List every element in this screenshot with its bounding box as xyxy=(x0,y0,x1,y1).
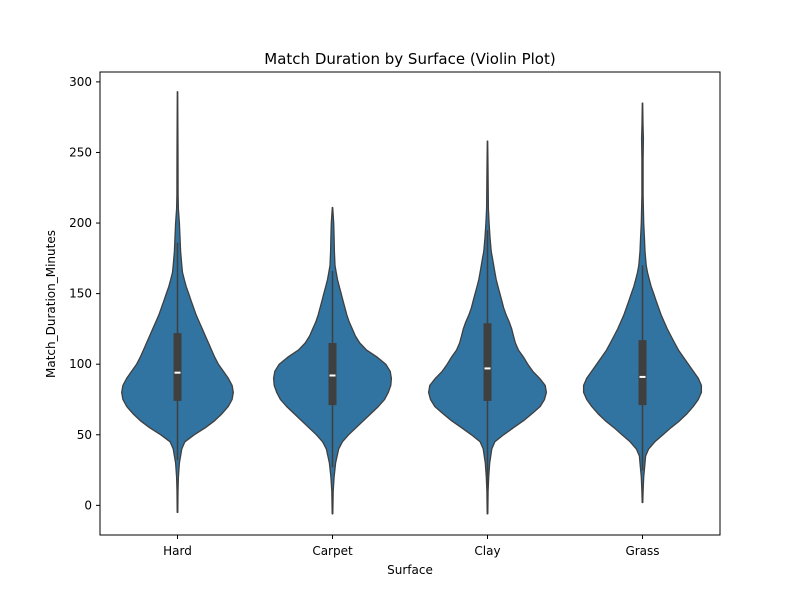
y-tick-label: 300 xyxy=(69,75,92,89)
chart-title: Match Duration by Surface (Violin Plot) xyxy=(264,50,555,68)
axes-layer: 0 50 100 150 200 250 300 Hard Carpet Clay Grass xyxy=(69,75,659,558)
x-axis-label: Surface xyxy=(387,563,433,577)
plot-frame xyxy=(99,71,721,536)
violin-carpet xyxy=(272,206,393,515)
y-tick-label: 150 xyxy=(69,287,92,301)
y-tick-label: 200 xyxy=(69,216,92,230)
violin-box-hard xyxy=(173,333,182,401)
violin-clay xyxy=(427,140,548,515)
violin-box-clay xyxy=(483,323,492,401)
y-tick-label: 0 xyxy=(84,498,92,512)
violin-hard xyxy=(121,91,234,514)
x-tick-label-grass: Grass xyxy=(625,544,659,558)
y-axis-label: Match_Duration_Minutes xyxy=(44,230,58,378)
y-tick-label: 250 xyxy=(69,145,92,159)
y-tick-label: 100 xyxy=(69,357,92,371)
y-tick-label: 50 xyxy=(77,428,92,442)
violin-box-grass xyxy=(638,340,647,406)
x-tick-label-carpet: Carpet xyxy=(312,544,353,558)
violin-box-carpet xyxy=(328,343,337,406)
x-tick-label-hard: Hard xyxy=(163,544,192,558)
violins-layer xyxy=(121,91,703,515)
violin-grass xyxy=(582,102,703,504)
x-tick-label-clay: Clay xyxy=(474,544,500,558)
